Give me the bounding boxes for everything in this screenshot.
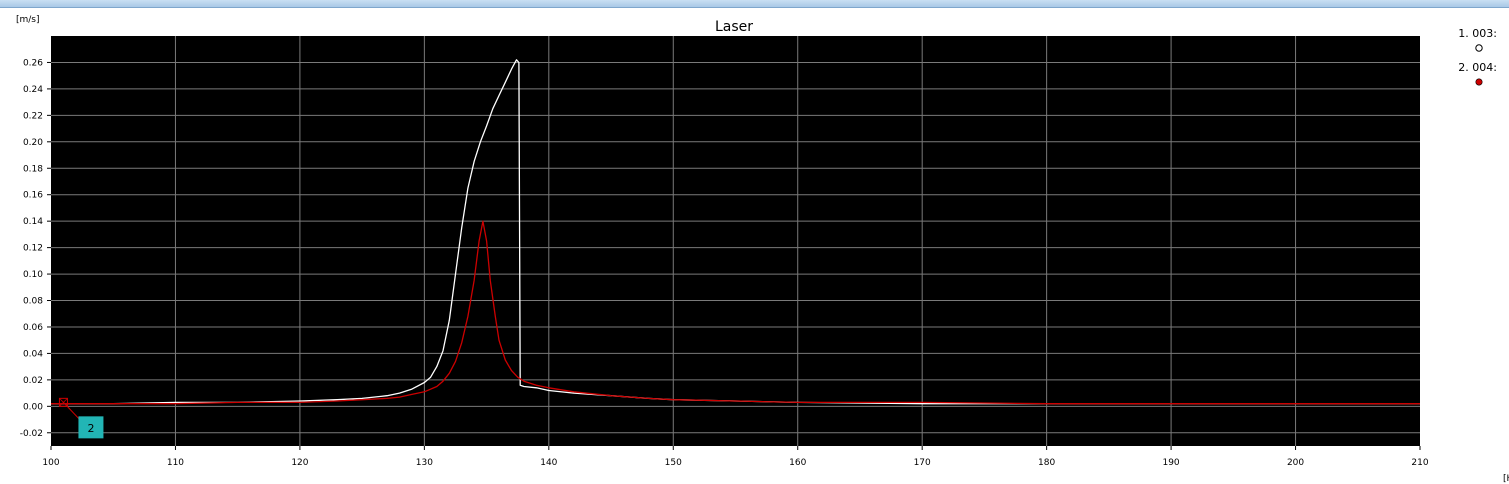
y-tick-label: -0.02 (20, 429, 43, 439)
y-tick-label: 0.00 (23, 402, 43, 412)
plot-area[interactable] (51, 36, 1420, 446)
annotation-box (78, 416, 104, 439)
y-tick-label: 0.24 (23, 85, 43, 95)
series-layer (51, 59, 1420, 405)
cursor-marker (58, 397, 68, 407)
y-tick-label: 0.26 (23, 58, 43, 68)
x-axis-unit-label: [H (1503, 474, 1509, 484)
annotation-label: 2 (87, 422, 94, 435)
x-tick-label: 140 (540, 458, 557, 468)
legend-entry-label: 2. 004: (1458, 61, 1497, 74)
x-tick-label: 130 (416, 458, 433, 468)
x-tick-label: 170 (914, 458, 931, 468)
y-tick-label: 0.06 (23, 323, 43, 333)
y-tick-label: 0.10 (23, 270, 43, 280)
y-tick-label: 0.14 (23, 217, 43, 227)
y-tick-label: 0.20 (23, 138, 43, 148)
window-top-bar (0, 0, 1509, 8)
x-tick-label: 190 (1162, 458, 1179, 468)
x-tick-label: 150 (665, 458, 682, 468)
legend-entry-label: 1. 003: (1458, 27, 1497, 40)
grid-lines (51, 36, 1420, 446)
chart-title: Laser (715, 19, 753, 35)
x-tick-label: 180 (1038, 458, 1055, 468)
y-tick-label: 0.22 (23, 111, 43, 121)
annotation-layer: 2 (58, 397, 104, 439)
x-tick-label: 110 (167, 458, 184, 468)
y-tick-label: 0.02 (23, 376, 43, 386)
x-tick-label: 100 (42, 458, 59, 468)
series-line-2 (51, 220, 1420, 405)
x-tick-label: 210 (1411, 458, 1428, 468)
y-tick-label: 0.12 (23, 244, 43, 254)
x-axis: 100 110 120 130 140 150 160 170 180 190 200 210 (42, 446, 1429, 468)
x-tick-label: 120 (291, 458, 308, 468)
y-tick-label: 0.04 (23, 349, 43, 359)
legend-marker-filled-circle-icon (1475, 78, 1483, 86)
y-tick-label: 0.16 (23, 191, 43, 201)
y-tick-label: 0.08 (23, 297, 43, 307)
x-tick-label: 160 (789, 458, 806, 468)
legend: 1. 003: 2. 004: (1458, 27, 1497, 86)
x-tick-label: 200 (1287, 458, 1304, 468)
legend-marker-hollow-circle-icon (1475, 44, 1483, 52)
y-tick-label: 0.18 (23, 164, 43, 174)
y-axis: -0.02 0.00 0.02 0.04 0.06 0.08 0.10 0.12 0.14 0.1… (20, 58, 51, 439)
y-axis-unit-label: [m/s] (16, 15, 40, 25)
